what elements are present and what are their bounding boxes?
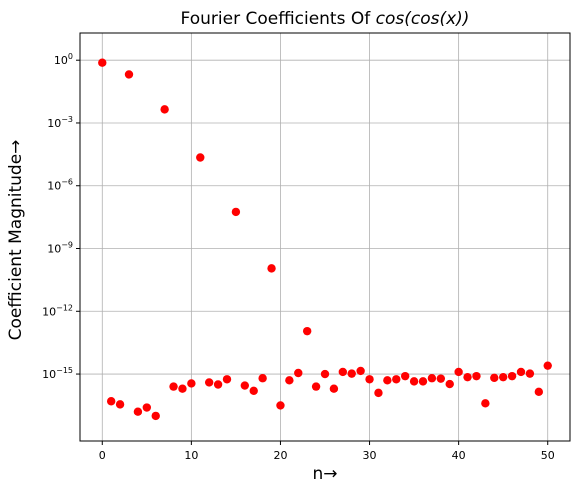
data-point — [320, 369, 330, 379]
data-point — [498, 372, 508, 382]
data-point — [151, 411, 160, 421]
y-tick-label: 10−15 — [42, 366, 73, 381]
data-point — [525, 369, 535, 378]
data-point — [543, 361, 552, 370]
data-point — [481, 399, 490, 408]
data-point — [222, 375, 232, 384]
data-point — [409, 377, 419, 386]
data-point — [445, 379, 454, 389]
x-tick-label: 20 — [273, 449, 287, 462]
data-point — [231, 207, 241, 217]
data-point — [516, 367, 526, 377]
y-tick-label: 10−12 — [42, 303, 73, 318]
data-point — [311, 382, 321, 391]
data-point — [507, 371, 517, 381]
y-axis-label: Coefficient Magnitude→ — [6, 140, 26, 341]
axis-ticks: 0 10 20 30 40 50 100 10−3 10−6 10−9 10−12 10−15 — [42, 52, 555, 462]
data-point — [240, 381, 250, 390]
data-point — [347, 369, 356, 378]
data-point — [454, 367, 463, 377]
data-point — [124, 70, 134, 79]
data-point — [213, 380, 223, 389]
data-point — [534, 387, 544, 397]
data-point — [98, 58, 107, 67]
data-point — [142, 403, 152, 412]
data-point — [400, 371, 410, 381]
data-point — [463, 372, 472, 382]
data-point — [302, 326, 312, 336]
chart-title: Fourier Coefficients Of cos(cos(x)) — [181, 9, 470, 29]
x-tick-label: 30 — [363, 449, 377, 462]
chart-title-math: cos(cos(x)) — [376, 9, 470, 29]
x-tick-label: 50 — [541, 449, 555, 462]
data-point — [187, 379, 196, 388]
data-point — [276, 401, 285, 410]
data-point — [258, 374, 267, 383]
data-point — [329, 384, 339, 393]
data-point — [106, 397, 116, 406]
data-point — [160, 105, 169, 114]
y-tick-label: 10−3 — [47, 115, 73, 130]
grid-lines — [80, 33, 570, 441]
chart-title-prefix: Fourier Coefficients Of — [181, 9, 376, 29]
data-point — [285, 376, 294, 385]
data-point — [472, 371, 481, 381]
data-point — [365, 375, 374, 384]
data-point — [490, 373, 499, 383]
data-point — [267, 264, 276, 273]
data-point — [133, 407, 143, 416]
x-tick-label: 10 — [184, 449, 198, 462]
x-tick-label: 40 — [452, 449, 466, 462]
data-point — [169, 382, 178, 391]
data-point — [436, 374, 446, 383]
data-point — [392, 375, 401, 384]
data-points — [98, 58, 552, 421]
data-point — [427, 374, 437, 383]
data-point — [115, 400, 125, 409]
data-point — [249, 386, 258, 395]
data-point — [204, 378, 214, 387]
data-point — [196, 153, 205, 162]
y-tick-label: 10−9 — [47, 241, 73, 256]
data-point — [356, 366, 365, 376]
data-point — [294, 368, 303, 378]
y-tick-label: 100 — [54, 52, 73, 67]
data-point — [383, 376, 392, 385]
y-tick-label: 10−6 — [47, 178, 73, 193]
x-tick-label: 0 — [99, 449, 106, 462]
data-point — [374, 388, 383, 398]
data-point — [178, 384, 187, 393]
x-axis-label: n→ — [312, 464, 337, 484]
data-point — [418, 377, 428, 386]
data-point — [338, 367, 348, 377]
plot-area-frame — [79, 32, 571, 442]
